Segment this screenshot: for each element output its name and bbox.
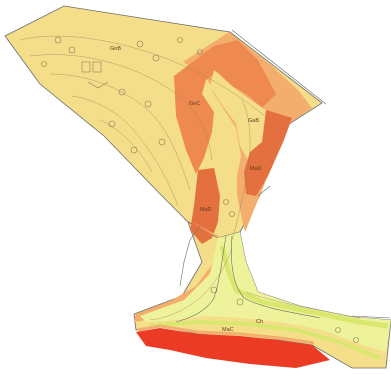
red-zone-mac bbox=[136, 328, 330, 368]
label-mad-right: MaD bbox=[250, 166, 262, 172]
label-mac: MaC bbox=[222, 327, 234, 333]
lime-band-upper bbox=[219, 245, 389, 329]
boundary-lines bbox=[179, 29, 391, 319]
label-gnc: GnC bbox=[189, 101, 200, 107]
label-gnb: GnB bbox=[110, 46, 121, 52]
road-lines bbox=[175, 235, 321, 323]
lime-band-lower bbox=[149, 319, 381, 360]
site-features bbox=[41, 36, 359, 343]
orange-fringe-mac bbox=[137, 324, 315, 345]
label-ch: Ch bbox=[256, 319, 263, 325]
label-mad-left: MaD bbox=[200, 207, 212, 213]
label-gab: GaB bbox=[248, 118, 259, 124]
yellow-island-gab bbox=[210, 70, 272, 160]
dark-orange-zone-mad-right bbox=[244, 110, 292, 196]
lime-zone-ch bbox=[140, 232, 391, 352]
